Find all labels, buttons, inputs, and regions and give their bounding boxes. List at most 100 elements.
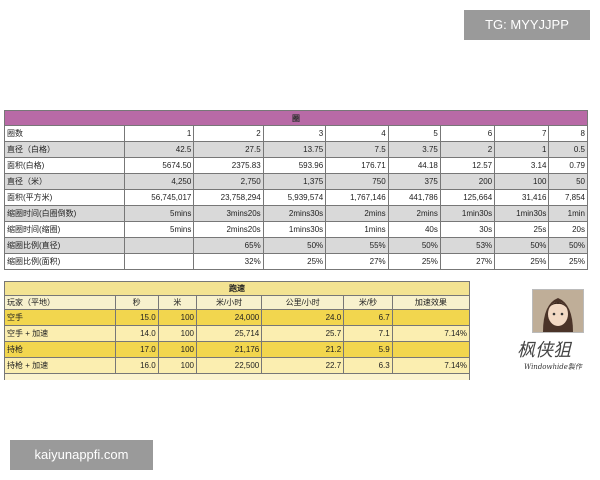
table-cell: 0.5: [548, 141, 588, 158]
row-label: 空手 + 加速: [4, 325, 116, 342]
table-cell: 24.0: [261, 309, 345, 326]
table-cell: 24,000: [195, 309, 263, 326]
circle-table-row: 缩圈时间(缩圈) 5mins 2mins20s 1mins30s 1mins 40s 30s…: [4, 221, 588, 238]
table-cell: 15.0: [114, 309, 159, 326]
table-cell: 27%: [325, 253, 389, 270]
row-label: 持枪: [4, 341, 116, 358]
circle-table-row: 缩圈比例(直径) 65% 50% 55% 50% 53% 50% 50%: [4, 237, 588, 254]
speed-table-title-row: 跑速: [4, 281, 470, 296]
speed-table-row: 空手 + 加速 14.0 100 25,714 25.7 7.1 7.14%: [4, 325, 471, 342]
table-cell: 0.79: [548, 157, 588, 174]
table-cell: [391, 341, 471, 358]
table-cell: 4,250: [123, 173, 195, 190]
table-cell: [123, 253, 195, 270]
table-cell: 5: [387, 125, 441, 142]
table-cell: 53%: [439, 237, 496, 254]
table-cell: 1min30s: [439, 205, 496, 222]
table-cell: 1min30s: [494, 205, 550, 222]
table-cell: 21,176: [195, 341, 263, 358]
column-header: 米/秒: [343, 295, 393, 310]
table-cell: 100: [157, 341, 198, 358]
table-cell: 2: [439, 141, 496, 158]
table-cell: 100: [157, 325, 198, 342]
row-label: 面积(平方米): [4, 189, 125, 206]
table-cell: 1mins30s: [262, 221, 327, 238]
table-cell: 25%: [262, 253, 327, 270]
watermark-top: TG: MYYJJPP: [464, 10, 590, 40]
table-cell: 2: [193, 125, 264, 142]
circle-table-row: 直径（米） 4,250 2,750 1,375 750 375 200 100 50: [4, 173, 588, 190]
table-cell: 750: [325, 173, 389, 190]
table-cell: 2mins: [325, 205, 389, 222]
table-cell: 23,758,294: [193, 189, 264, 206]
table-cell: 55%: [325, 237, 389, 254]
table-cell: 593.96: [262, 157, 327, 174]
table-cell: 375: [387, 173, 441, 190]
circle-table-row: 圈数 1 2 3 4 5 6 7 8: [4, 125, 588, 142]
speed-stats-table: 跑速 玩家（平地）秒米米/小时 公里/小时 米/秒 加速效果 空手 15.0 100 24,0…: [4, 281, 471, 380]
row-label: 缩圈时间(白圈倒数): [4, 205, 125, 222]
table-cell: 31,416: [494, 189, 550, 206]
column-header: 公里/小时: [261, 295, 345, 310]
circle-table-row: 直径（白格） 42.5 27.5 13.75 7.5 3.75 2 1 0.5: [4, 141, 588, 158]
table-cell: 50: [548, 173, 588, 190]
table-cell: 100: [494, 173, 550, 190]
row-label: 缩圈比例(直径): [4, 237, 125, 254]
table-cell: 14.0: [114, 325, 159, 342]
table-cell: 17.0: [114, 341, 159, 358]
table-cell: 1: [494, 141, 550, 158]
table-cell: [391, 309, 471, 326]
avatar: [532, 289, 584, 333]
table-cell: 1: [123, 125, 195, 142]
table-cell: 25,714: [195, 325, 263, 342]
table-cell: 2,750: [193, 173, 264, 190]
column-header: 加速效果: [391, 295, 471, 310]
avatar-portrait-icon: [533, 290, 583, 332]
speed-table-row: 持枪 + 加速 16.0 100 22,500 22.7 6.3 7.14%: [4, 357, 471, 374]
table-cell: 3: [262, 125, 327, 142]
table-cell: 27.5: [193, 141, 264, 158]
table-cell: 56,745,017: [123, 189, 195, 206]
table-cell: 100: [157, 357, 198, 374]
row-label: 面积(白格): [4, 157, 125, 174]
table-cell: 13.75: [262, 141, 327, 158]
circle-table-row: 缩圈比例(面积) 32% 25% 27% 25% 27% 25% 25%: [4, 253, 588, 270]
table-cell: 7: [494, 125, 550, 142]
table-cell: 44.18: [387, 157, 441, 174]
row-label: 缩圈时间(缩圈): [4, 221, 125, 238]
row-label: 缩圈比例(面积): [4, 253, 125, 270]
table-cell: 5.9: [343, 341, 393, 358]
table-cell: 6.7: [343, 309, 393, 326]
table-cell: 42.5: [123, 141, 195, 158]
row-label: 直径（白格）: [4, 141, 125, 158]
speed-table-row: 持枪 17.0 100 21,176 21.2 5.9: [4, 341, 471, 358]
table-cell: 50%: [262, 237, 327, 254]
table-cell: 7.14%: [391, 325, 471, 342]
signature-subtext: Windowhide製作: [524, 363, 582, 371]
table-cell: 2375.83: [193, 157, 264, 174]
table-cell: 27%: [439, 253, 496, 270]
table-cell: 5mins: [123, 205, 195, 222]
table-cell: 22,500: [195, 357, 263, 374]
table-cell: 7.1: [343, 325, 393, 342]
table-cell: 2mins20s: [193, 221, 264, 238]
table-spacer: [4, 373, 470, 380]
table-cell: 1min: [548, 205, 588, 222]
table-cell: 25.7: [261, 325, 345, 342]
circle-table-title: 圈: [4, 110, 588, 126]
row-label: 直径（米）: [4, 173, 125, 190]
table-cell: 25%: [387, 253, 441, 270]
table-cell: 5mins: [123, 221, 195, 238]
column-header: 米: [157, 295, 198, 310]
watermark-bottom: kaiyunappfi.com: [10, 440, 153, 470]
column-header: 玩家（平地）: [4, 295, 116, 310]
table-cell: 25%: [548, 253, 588, 270]
circle-table-title-row: 圈: [4, 110, 588, 126]
circle-table-row: 缩圈时间(白圈倒数) 5mins 3mins20s 2mins30s 2mins 2min…: [4, 205, 588, 222]
table-cell: 200: [439, 173, 496, 190]
table-cell: 100: [157, 309, 198, 326]
table-cell: 22.7: [261, 357, 345, 374]
circle-stats-table: 圈 圈数 1 2 3 4 5 6 7 8 直径（白格） 42.5 27.5 13.75 7.5 3.75 2 1…: [4, 110, 588, 270]
table-cell: 25s: [494, 221, 550, 238]
circle-table-row: 面积(平方米) 56,745,017 23,758,294 5,939,574 1,76…: [4, 189, 588, 206]
